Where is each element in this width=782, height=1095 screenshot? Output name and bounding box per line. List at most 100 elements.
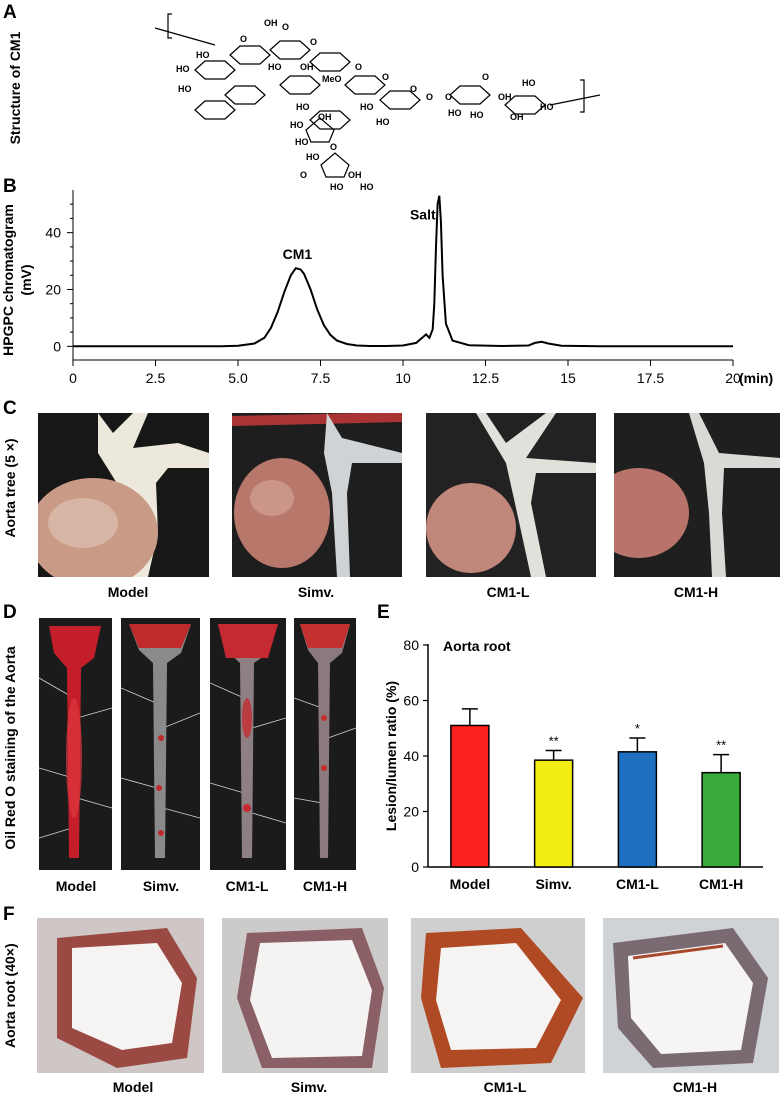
lesion-bar-chart: Lesion/lumen ratio (%) Aorta root 0 20 40 60 8… (383, 637, 763, 892)
bar-model (450, 724, 490, 868)
structure-atom-label: OH (264, 18, 278, 28)
chromatogram-x-tick-label: 0 (69, 370, 77, 386)
oil-red-caption-cm1-h: CM1-H (302, 878, 348, 894)
chromatogram-y-tick-label: 40 (45, 225, 61, 241)
oil-red-ylabel: Oil Red O staining of the Aorta (2, 646, 18, 850)
bar-category-label: CM1-H (699, 876, 743, 892)
bar-significance-label: ** (716, 738, 726, 753)
structure-atom-label: HO (540, 102, 554, 112)
chromatogram-x-unit: (min) (739, 370, 773, 386)
bar-cm1-l (617, 751, 658, 868)
panel-letter-a: A (3, 2, 17, 23)
histology-photo-model (37, 918, 204, 1073)
bracket-left (167, 13, 172, 39)
chromatogram-x-tick-label: 15 (560, 370, 576, 386)
sugar-ring-11 (504, 95, 546, 115)
sugar-ring-6 (194, 100, 236, 120)
chromatogram-peak-label-cm1: CM1 (283, 246, 313, 262)
aorta-tree-caption-model: Model (107, 584, 149, 600)
chromatogram-peak-label-salt: Salt (410, 206, 436, 222)
structure-atom-label: O (410, 84, 417, 94)
aorta-tree-photo-cm1-l (426, 413, 596, 577)
aorta-root-ylabel: Aorta root (40×) (2, 943, 18, 1048)
structure-atom-label: O (282, 22, 289, 32)
sugar-ring-9 (309, 110, 351, 130)
structure-atom-label: O (310, 37, 317, 47)
chain-bond-right (549, 94, 601, 106)
sugar-ring-3 (309, 52, 351, 72)
bar-significance-label: ** (549, 733, 559, 748)
bar-simv- (533, 759, 574, 868)
structure-atom-label: HO (268, 62, 282, 72)
oil-red-photo-cm1-h (294, 618, 356, 870)
chromatogram-y-tick-label: 0 (53, 338, 61, 354)
bar-chart-y-tick-label: 20 (403, 804, 419, 820)
panel-letter-d: D (3, 602, 17, 623)
aorta-tree-ylabel: Aorta tree (5 ×) (2, 438, 18, 538)
chromatogram-x-tick-label: 5.0 (228, 370, 248, 386)
aorta-tree-caption-cm1-l: CM1-L (486, 584, 530, 600)
chromatogram-x-tick-label: 20 (725, 370, 741, 386)
histology-photo-cm1-h (603, 918, 779, 1073)
aorta-tree-photo-simv (232, 413, 402, 577)
structure-atom-label: O (300, 170, 307, 180)
bracket-right (580, 79, 585, 113)
structure-atom-label: HO (196, 50, 210, 60)
structure-atom-label: MeO (322, 74, 342, 84)
sugar-ring-7 (344, 75, 386, 95)
structure-atom-label: OH (318, 112, 332, 122)
structure-atom-label: HO (448, 108, 462, 118)
sugar-ring-5 (224, 85, 266, 105)
structure-atom-label: HO (178, 84, 192, 94)
structure-atom-label: HO (306, 152, 320, 162)
bar-category-label: Simv. (535, 876, 571, 892)
structure-atom-label: O (482, 72, 489, 82)
bar-chart-y-tick-label: 80 (403, 637, 419, 653)
chromatogram-x-tick-label: 17.5 (637, 370, 664, 386)
structure-atom-label: OH (498, 92, 512, 102)
structure-atom-label: O (240, 34, 247, 44)
chromatogram-trace (73, 195, 733, 348)
bar-chart-title: Aorta root (443, 638, 511, 654)
furanose-ring-1 (320, 152, 350, 178)
structure-atom-label: O (426, 92, 433, 102)
histology-photo-simv (222, 918, 388, 1073)
panel-letter-b: B (3, 176, 17, 197)
oil-red-caption-simv: Simv. (142, 878, 180, 894)
sugar-ring-10 (449, 85, 491, 105)
structure-atom-label: O (355, 62, 362, 72)
bar-chart-ylabel: Lesion/lumen ratio (%) (383, 681, 399, 831)
aorta-tree-photo-cm1-h (614, 413, 780, 577)
aorta-tree-caption-cm1-h: CM1-H (673, 584, 719, 600)
oil-red-caption-model: Model (55, 878, 97, 894)
bar-category-label: Model (450, 876, 490, 892)
oil-red-photo-simv (121, 618, 200, 870)
bar-cm1-h (701, 771, 741, 868)
chromatogram-x-tick-label: 7.5 (311, 370, 331, 386)
bar-chart-y-tick-label: 0 (411, 859, 419, 875)
chain-bond-left (154, 27, 216, 46)
structure-atom-label: O (382, 72, 389, 82)
sugar-ring-8 (379, 90, 421, 110)
histology-photo-cm1-l (411, 918, 585, 1073)
sugar-ring-0 (194, 60, 236, 80)
histology-caption-simv: Simv. (290, 1079, 328, 1095)
structure-atom-label: HO (522, 78, 536, 88)
structure-atom-label: O (330, 142, 337, 152)
panel-letter-f: F (3, 904, 15, 925)
structure-atom-label: HO (176, 64, 190, 74)
structure-atom-label: O (445, 92, 452, 102)
structure-atom-label: HO (360, 102, 374, 112)
sugar-ring-2 (269, 40, 311, 60)
structure-atom-label: HO (360, 182, 374, 192)
chromatogram-y-tick-label: 20 (45, 281, 61, 297)
aorta-tree-photo-model (38, 413, 209, 577)
structure-atom-label: HO (376, 117, 390, 127)
oil-red-photo-model (39, 618, 112, 870)
bar-chart-y-tick-label: 60 (403, 693, 419, 709)
bar-chart-y-tick-label: 40 (403, 748, 419, 764)
chromatogram-x-tick-label: 10 (395, 370, 411, 386)
chromatogram-x-tick-label: 2.5 (146, 370, 166, 386)
